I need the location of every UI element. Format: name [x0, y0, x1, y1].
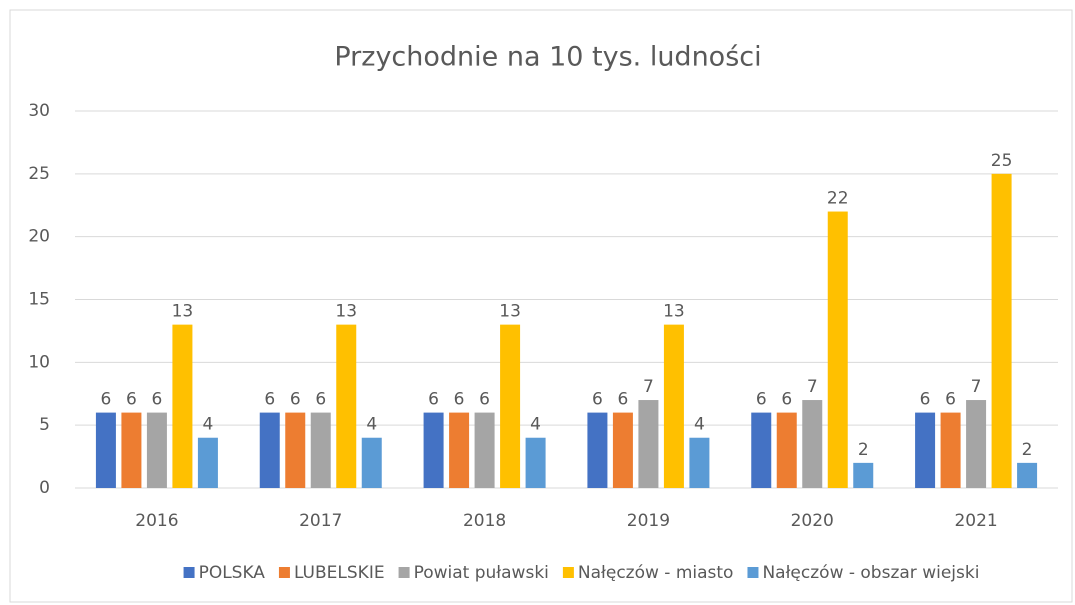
bar [940, 412, 961, 488]
data-label: 4 [694, 415, 705, 435]
chart-title: Przychodnie na 10 tys. ludności [334, 42, 761, 73]
data-label: 6 [592, 390, 603, 410]
bar [915, 412, 936, 488]
bar [121, 412, 142, 488]
y-tick-label: 15 [28, 290, 50, 310]
data-label: 13 [172, 302, 194, 322]
data-label: 4 [530, 415, 541, 435]
bar [776, 412, 797, 488]
x-tick-label: 2018 [463, 511, 506, 531]
bar [751, 412, 772, 488]
legend-swatch [278, 567, 290, 578]
bar [612, 412, 633, 488]
bar [95, 412, 116, 488]
data-label: 6 [618, 390, 629, 410]
data-label: 6 [315, 390, 326, 410]
x-tick-label: 2020 [791, 511, 834, 531]
bar [1017, 462, 1038, 488]
data-label: 7 [643, 377, 654, 397]
data-label: 6 [454, 390, 465, 410]
data-label: 6 [152, 390, 163, 410]
bar [423, 412, 444, 488]
x-tick-label: 2019 [627, 511, 670, 531]
data-label: 6 [479, 390, 490, 410]
bar [259, 412, 280, 488]
bar [587, 412, 608, 488]
bar [336, 324, 357, 488]
bar [310, 412, 331, 488]
bar [449, 412, 470, 488]
data-label: 6 [781, 390, 792, 410]
legend-label: Powiat puławski [414, 563, 549, 583]
y-tick-label: 25 [28, 164, 50, 184]
x-tick-label: 2021 [954, 511, 997, 531]
x-tick-label: 2016 [135, 511, 178, 531]
data-label: 13 [663, 302, 685, 322]
data-label: 6 [756, 390, 767, 410]
legend-label: Nałęczów - obszar wiejski [762, 563, 979, 583]
y-tick-label: 10 [28, 352, 50, 372]
data-label: 22 [827, 189, 849, 209]
bar [146, 412, 167, 488]
legend-swatch [562, 567, 574, 578]
data-label: 13 [335, 302, 357, 322]
data-label: 2 [858, 440, 869, 460]
y-tick-label: 5 [39, 415, 50, 435]
data-label: 6 [264, 390, 275, 410]
bar [966, 400, 987, 488]
y-tick-label: 0 [39, 478, 50, 498]
bar [525, 437, 546, 488]
x-tick-label: 2017 [299, 511, 342, 531]
bar [474, 412, 495, 488]
data-label: 6 [945, 390, 956, 410]
bar [638, 400, 659, 488]
bar [827, 211, 848, 489]
bar [991, 173, 1012, 489]
legend-swatch [747, 567, 759, 578]
data-label: 6 [428, 390, 439, 410]
bar [802, 400, 823, 488]
data-label: 6 [920, 390, 931, 410]
legend-label: LUBELSKIE [294, 563, 385, 583]
data-label: 6 [126, 390, 137, 410]
legend-label: POLSKA [199, 563, 266, 583]
legend-label: Nałęczów - miasto [578, 563, 734, 583]
data-label: 13 [499, 302, 521, 322]
y-tick-label: 30 [28, 101, 50, 121]
bar [285, 412, 306, 488]
legend-swatch [183, 567, 195, 578]
bar [361, 437, 382, 488]
data-label: 6 [101, 390, 112, 410]
bar [500, 324, 521, 488]
bar [689, 437, 710, 488]
legend-swatch [398, 567, 410, 578]
bar [172, 324, 193, 488]
bar [663, 324, 684, 488]
data-label: 2 [1022, 440, 1033, 460]
data-label: 6 [290, 390, 301, 410]
data-label: 7 [971, 377, 982, 397]
data-label: 4 [203, 415, 214, 435]
data-label: 7 [807, 377, 818, 397]
data-label: 4 [366, 415, 377, 435]
chart-border [9, 9, 1073, 603]
bar [197, 437, 218, 488]
data-label: 25 [991, 151, 1013, 171]
bar [853, 462, 874, 488]
y-tick-label: 20 [28, 227, 50, 247]
